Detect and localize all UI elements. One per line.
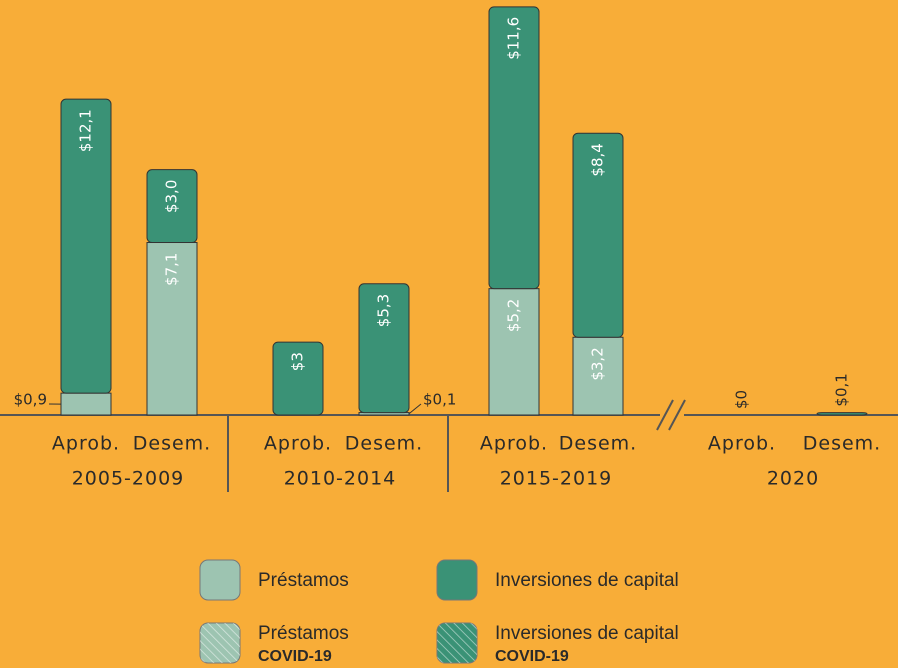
value-label: $0,1 bbox=[423, 391, 456, 409]
legend-label: Inversiones de capital bbox=[495, 570, 679, 591]
value-label: $5,2 bbox=[505, 299, 523, 332]
value-label: $0,9 bbox=[14, 391, 47, 409]
x-tick-label: Aprob. bbox=[264, 433, 332, 455]
legend-label: Préstamos bbox=[258, 623, 349, 644]
x-tick-label: Desem. bbox=[133, 433, 211, 455]
bar-segment bbox=[817, 413, 867, 415]
value-label: $12,1 bbox=[77, 109, 95, 152]
group-label: 2005-2009 bbox=[72, 468, 185, 490]
legend-hatch bbox=[437, 623, 477, 663]
legend-note: COVID-19 bbox=[258, 648, 332, 665]
legend-label: Inversiones de capital bbox=[495, 623, 679, 644]
x-tick-label: Desem. bbox=[559, 433, 637, 455]
value-label: $7,1 bbox=[163, 253, 181, 286]
value-label: $3 bbox=[289, 352, 307, 371]
value-label: $5,3 bbox=[375, 294, 393, 327]
legend-hatch bbox=[200, 623, 240, 663]
bar-segment bbox=[61, 393, 111, 415]
value-label: $8,4 bbox=[589, 143, 607, 176]
value-label: $11,6 bbox=[505, 17, 523, 60]
legend-label: Préstamos bbox=[258, 570, 349, 591]
legend-swatch bbox=[200, 560, 240, 600]
x-tick-label: Aprob. bbox=[52, 433, 120, 455]
group-label: 2020 bbox=[767, 468, 819, 490]
x-tick-label: Desem. bbox=[345, 433, 423, 455]
value-label: $3,2 bbox=[589, 347, 607, 380]
group-label: 2015-2019 bbox=[500, 468, 613, 490]
x-tick-label: Aprob. bbox=[480, 433, 548, 455]
value-label: $0,1 bbox=[833, 373, 851, 406]
legend-swatch bbox=[437, 560, 477, 600]
group-label: 2010-2014 bbox=[284, 468, 397, 490]
legend-note: COVID-19 bbox=[495, 648, 569, 665]
x-tick-label: Aprob. bbox=[708, 433, 776, 455]
x-tick-label: Desem. bbox=[803, 433, 881, 455]
value-label: $3,0 bbox=[163, 180, 181, 213]
value-label: $0 bbox=[733, 390, 751, 409]
